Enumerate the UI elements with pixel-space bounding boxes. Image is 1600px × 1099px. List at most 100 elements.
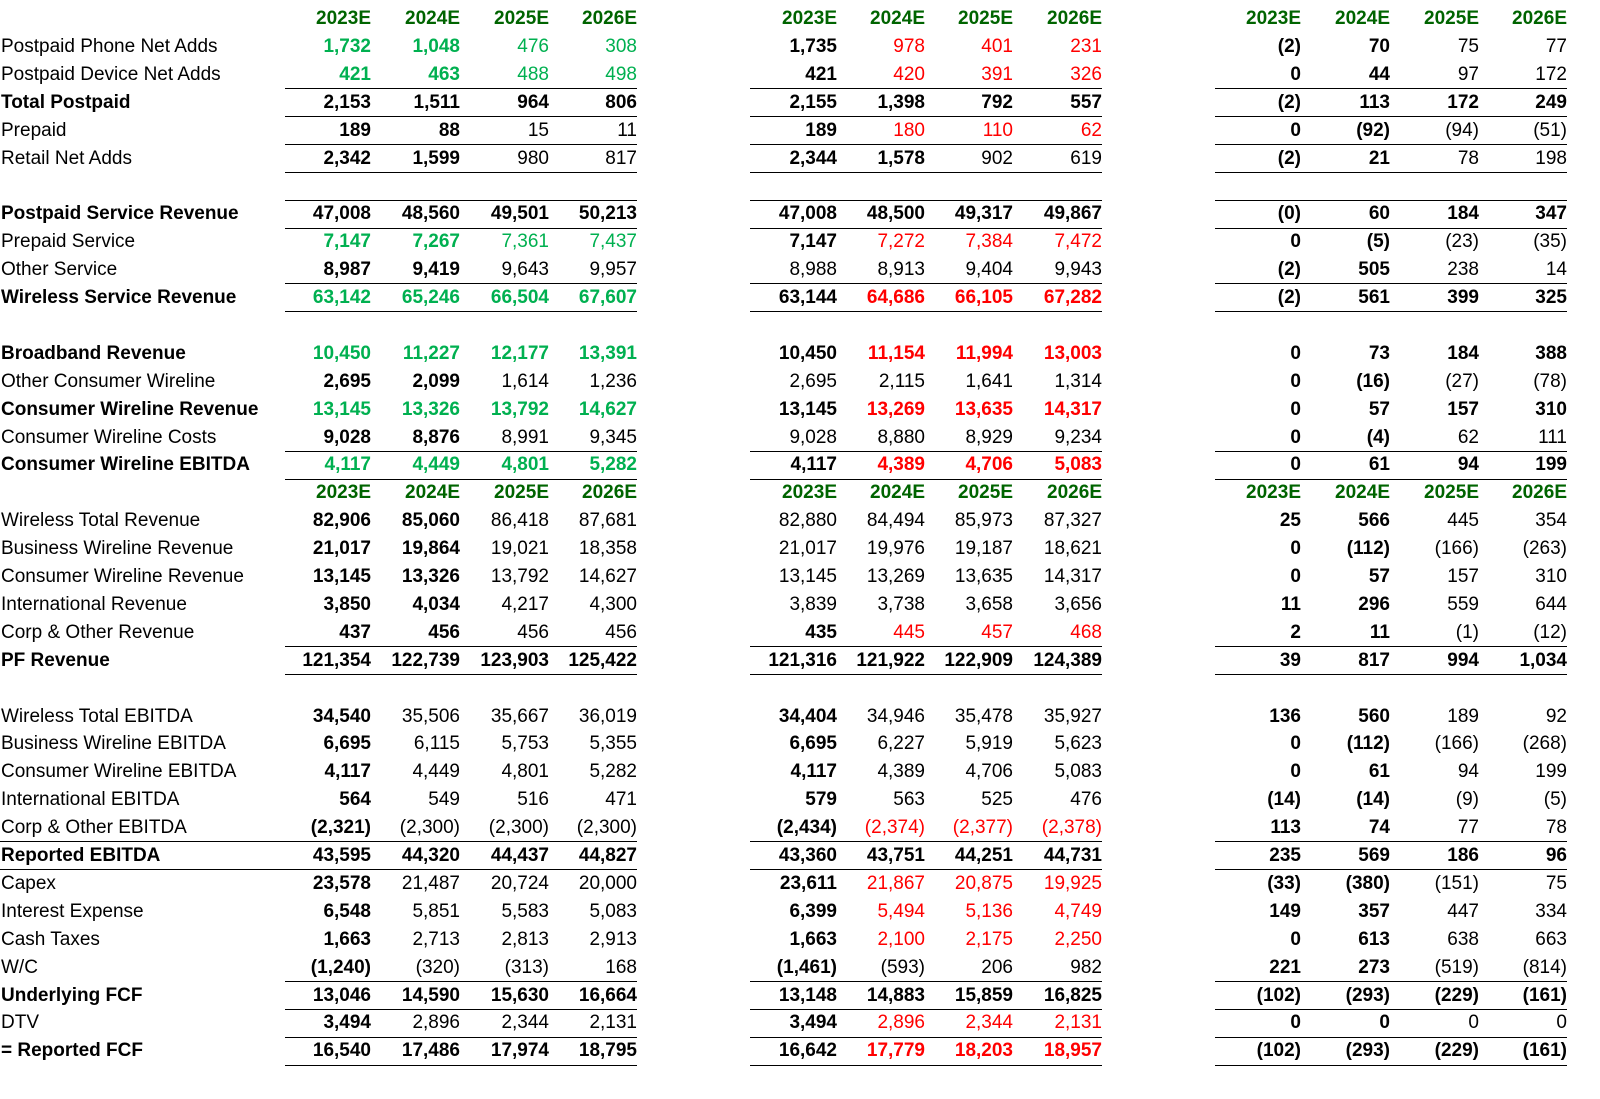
cell-consensus: 64,686 <box>866 287 925 308</box>
cell-consensus: 3,656 <box>1054 593 1102 615</box>
cell-variance: (229) <box>1434 984 1479 1006</box>
cell-model: 85,060 <box>401 510 460 532</box>
cell-variance: (166) <box>1434 733 1479 755</box>
column-header-2024e: 2024E <box>405 8 460 29</box>
row-underline <box>285 116 637 118</box>
cell-consensus: 19,925 <box>1043 872 1102 894</box>
cell-model: 168 <box>605 956 637 978</box>
cell-variance: 0 <box>1290 566 1301 587</box>
cell-consensus: 67,282 <box>1043 287 1102 308</box>
cell-consensus: (2,374) <box>864 817 925 839</box>
cell-consensus: 5,919 <box>965 733 1013 755</box>
cell-consensus: 4,389 <box>877 761 925 783</box>
cell-model: 48,560 <box>401 203 460 225</box>
cell-variance: 186 <box>1447 845 1479 866</box>
cell-consensus: 2,896 <box>877 1012 925 1034</box>
cell-consensus: 1,578 <box>877 147 925 169</box>
cell-model: (1,240) <box>310 956 371 978</box>
column-header-2023e: 2023E <box>316 8 371 29</box>
cell-model: 15,630 <box>490 984 549 1006</box>
row-underline <box>750 674 1102 676</box>
cell-variance: (2) <box>1277 91 1301 113</box>
cell-model: 123,903 <box>480 649 549 671</box>
cell-variance: (102) <box>1256 1040 1301 1062</box>
cell-model: 11 <box>617 119 637 141</box>
cell-model: 4,801 <box>501 454 549 476</box>
cell-model: 66,504 <box>490 287 549 308</box>
table-row: Wireless Total EBITDA 34,540 35,506 35,667 3… <box>0 703 1600 731</box>
cell-consensus: 9,234 <box>1054 426 1102 448</box>
row-label: Postpaid Service Revenue <box>1 203 239 225</box>
table-row: Corp & Other EBITDA (2,321) (2,300) (2,300)… <box>0 814 1600 843</box>
cell-variance: (151) <box>1434 872 1479 894</box>
cell-variance: 613 <box>1358 928 1390 950</box>
header-row: 2023E 2024E 2025E 2026E 2023E 2024E 2025E 2026E… <box>0 5 1600 33</box>
cell-model: 421 <box>339 63 371 85</box>
cell-variance: 0 <box>1290 928 1301 950</box>
cell-variance: 399 <box>1447 287 1479 308</box>
column-header-2023e: 2023E <box>1246 8 1301 29</box>
cell-consensus: 3,658 <box>965 593 1013 615</box>
row-underline <box>0 841 637 843</box>
cell-consensus: 3,839 <box>789 593 837 615</box>
cell-consensus: 6,695 <box>789 733 837 755</box>
cell-model: 14,627 <box>578 566 637 587</box>
cell-model: 456 <box>428 621 460 643</box>
row-label: Retail Net Adds <box>1 147 132 169</box>
cell-consensus: 2,155 <box>789 91 837 113</box>
cell-model: 8,991 <box>501 426 549 448</box>
row-underline <box>1215 478 1567 480</box>
table-row: Postpaid Phone Net Adds 1,732 1,048 476 308 1… <box>0 33 1600 61</box>
cell-consensus: 19,187 <box>954 538 1013 560</box>
cell-variance: 77 <box>1545 35 1567 57</box>
cell-model: 9,643 <box>501 259 549 281</box>
cell-variance: 357 <box>1358 900 1390 922</box>
cell-consensus: 4,117 <box>790 454 838 476</box>
cell-model: 122,739 <box>391 649 460 671</box>
cell-variance: 0 <box>1379 1012 1390 1034</box>
cell-model: 14,590 <box>401 984 460 1006</box>
cell-variance: (293) <box>1345 1040 1390 1062</box>
cell-consensus: 63,144 <box>778 287 837 308</box>
cell-consensus: 525 <box>981 789 1013 811</box>
cell-consensus: 121,316 <box>768 649 837 671</box>
cell-model: 7,437 <box>589 231 637 253</box>
cell-consensus: 23,611 <box>779 872 837 894</box>
header-row: 2023E 2024E 2025E 2026E 2023E 2024E 2025E 2026E… <box>0 479 1600 507</box>
cell-consensus: 902 <box>981 147 1013 169</box>
cell-consensus: 4,117 <box>790 761 838 783</box>
row-underline <box>750 88 1102 90</box>
cell-model: 16,540 <box>312 1040 371 1062</box>
table-row: Consumer Wireline Revenue 13,145 13,326 13,… <box>0 563 1600 591</box>
cell-variance: 1,034 <box>1519 649 1567 671</box>
row-label: Interest Expense <box>1 900 144 922</box>
cell-consensus: 401 <box>981 35 1013 57</box>
table-row: Corp & Other Revenue 437 456 456 456 435 445 45… <box>0 619 1600 648</box>
cell-consensus: 121,922 <box>856 649 925 671</box>
cell-consensus: 421 <box>805 63 837 85</box>
cell-consensus: 7,384 <box>965 231 1013 253</box>
table-row: Prepaid 189 88 15 11 189 180 110 62 0 (92) (94) (51) <box>0 117 1600 145</box>
cell-consensus: 66,105 <box>954 287 1013 308</box>
cell-variance: (166) <box>1434 538 1479 560</box>
cell-variance: 0 <box>1290 733 1301 755</box>
cell-consensus: 9,943 <box>1054 259 1102 281</box>
cell-variance: 334 <box>1535 900 1567 922</box>
row-underline <box>285 1036 637 1038</box>
row-underline <box>750 646 1102 648</box>
cell-variance: 111 <box>1538 426 1567 448</box>
cell-variance: 325 <box>1535 287 1567 308</box>
cell-consensus: 44,251 <box>954 845 1013 866</box>
column-header-2026e: 2026E <box>1512 8 1567 29</box>
row-label: Postpaid Phone Net Adds <box>1 35 218 57</box>
cell-model: 516 <box>517 789 549 811</box>
row-label: Business Wireline Revenue <box>1 538 234 560</box>
cell-consensus: 6,227 <box>877 733 925 755</box>
cell-model: 4,300 <box>589 593 637 615</box>
cell-consensus: 13,003 <box>1043 342 1102 364</box>
cell-model: 6,115 <box>413 733 460 755</box>
cell-model: 1,614 <box>501 370 549 392</box>
cell-variance: 11 <box>1280 593 1301 615</box>
cell-variance: 994 <box>1447 649 1479 671</box>
column-header-2025e: 2025E <box>494 8 549 29</box>
